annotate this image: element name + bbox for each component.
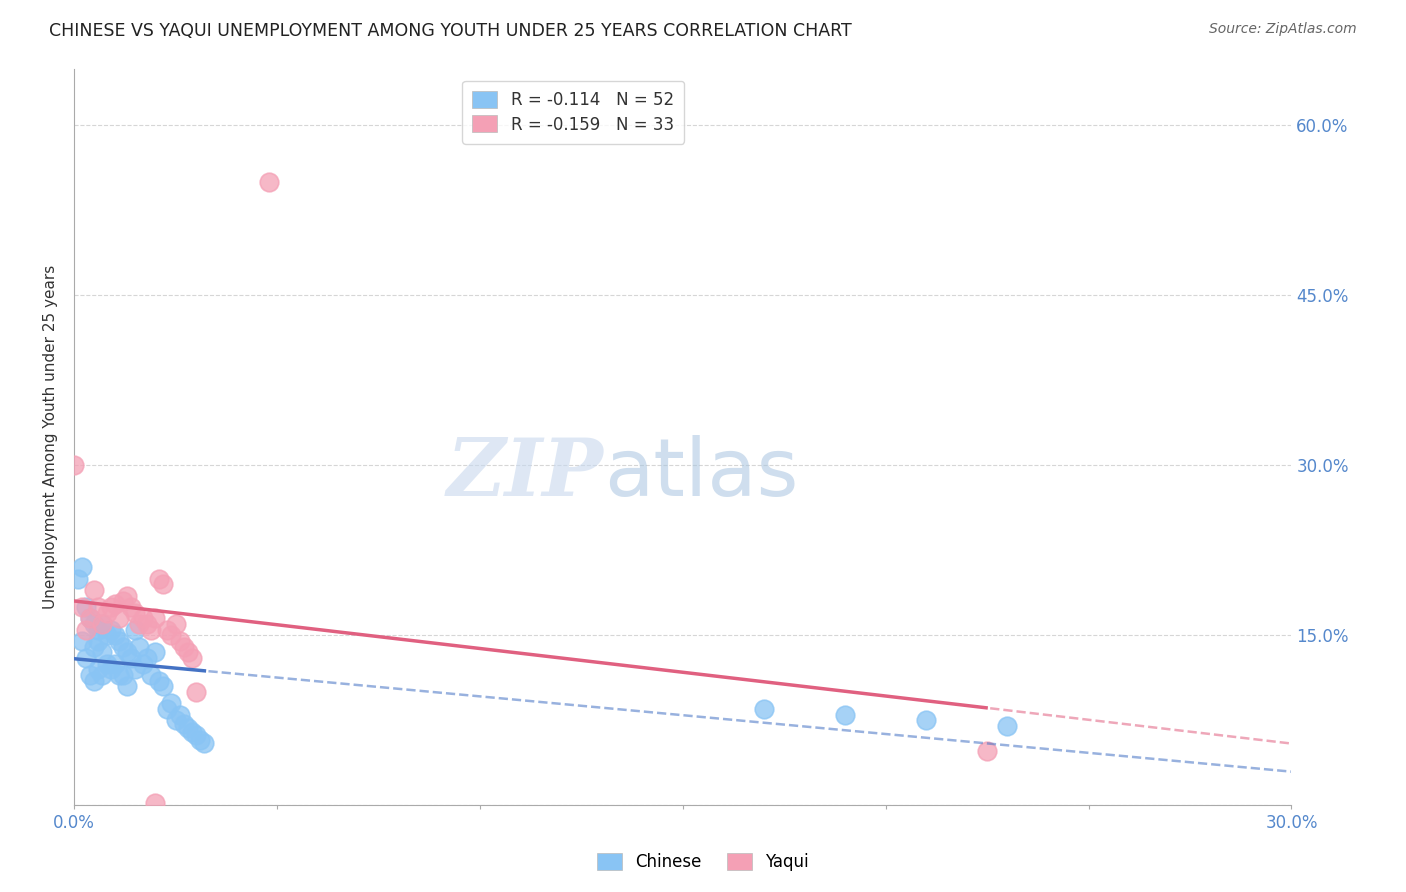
Point xyxy=(184,728,207,742)
Point xyxy=(70,560,93,574)
Point xyxy=(96,628,118,642)
Point xyxy=(100,662,122,676)
Point xyxy=(169,634,191,648)
Point xyxy=(96,657,118,671)
Point xyxy=(91,617,114,632)
Legend: Chinese, Yaqui: Chinese, Yaqui xyxy=(589,845,817,880)
Point xyxy=(120,599,142,614)
Point xyxy=(111,640,134,654)
Point xyxy=(83,617,105,632)
Point xyxy=(132,611,155,625)
Point xyxy=(156,623,179,637)
Point xyxy=(152,577,174,591)
Point xyxy=(156,702,179,716)
Point xyxy=(87,634,110,648)
Point xyxy=(128,617,150,632)
Point xyxy=(79,611,101,625)
Point xyxy=(173,640,195,654)
Point xyxy=(83,640,105,654)
Point xyxy=(915,714,938,728)
Point xyxy=(100,623,122,637)
Point xyxy=(180,724,202,739)
Point xyxy=(124,623,146,637)
Point xyxy=(136,651,159,665)
Point xyxy=(79,668,101,682)
Point xyxy=(141,668,163,682)
Point xyxy=(165,714,187,728)
Point xyxy=(997,719,1019,733)
Point xyxy=(115,589,138,603)
Point xyxy=(83,582,105,597)
Point xyxy=(75,623,97,637)
Point xyxy=(193,736,215,750)
Point xyxy=(67,572,90,586)
Point xyxy=(87,623,110,637)
Point xyxy=(100,599,122,614)
Point xyxy=(83,673,105,688)
Point xyxy=(104,657,127,671)
Point xyxy=(148,673,170,688)
Point xyxy=(165,617,187,632)
Point xyxy=(63,458,86,473)
Point xyxy=(75,599,97,614)
Point xyxy=(143,611,166,625)
Point xyxy=(111,668,134,682)
Point xyxy=(141,623,163,637)
Point xyxy=(173,716,195,731)
Point xyxy=(834,707,856,722)
Point xyxy=(160,628,183,642)
Point xyxy=(976,744,998,758)
Point xyxy=(177,721,200,735)
Text: ZIP: ZIP xyxy=(447,435,603,513)
Point xyxy=(752,702,775,716)
Point xyxy=(107,668,129,682)
Point xyxy=(104,628,127,642)
Point xyxy=(128,640,150,654)
Point xyxy=(188,732,211,747)
Point xyxy=(87,662,110,676)
Point xyxy=(107,611,129,625)
Point xyxy=(257,175,280,189)
Point xyxy=(107,634,129,648)
Point xyxy=(136,617,159,632)
Point xyxy=(184,685,207,699)
Point xyxy=(143,645,166,659)
Point xyxy=(148,572,170,586)
Point xyxy=(160,697,183,711)
Point xyxy=(104,597,127,611)
Point xyxy=(152,679,174,693)
Point xyxy=(132,657,155,671)
Point xyxy=(124,662,146,676)
Point xyxy=(169,707,191,722)
Point xyxy=(124,606,146,620)
Point xyxy=(111,594,134,608)
Legend: R = -0.114   N = 52, R = -0.159   N = 33: R = -0.114 N = 52, R = -0.159 N = 33 xyxy=(463,80,683,144)
Point xyxy=(91,617,114,632)
Point xyxy=(70,634,93,648)
Point xyxy=(79,611,101,625)
Point xyxy=(75,651,97,665)
Point xyxy=(91,668,114,682)
Y-axis label: Unemployment Among Youth under 25 years: Unemployment Among Youth under 25 years xyxy=(44,265,58,609)
Point xyxy=(115,679,138,693)
Point xyxy=(70,599,93,614)
Point xyxy=(87,599,110,614)
Point xyxy=(177,645,200,659)
Point xyxy=(180,651,202,665)
Text: CHINESE VS YAQUI UNEMPLOYMENT AMONG YOUTH UNDER 25 YEARS CORRELATION CHART: CHINESE VS YAQUI UNEMPLOYMENT AMONG YOUT… xyxy=(49,22,852,40)
Point xyxy=(115,645,138,659)
Point xyxy=(96,606,118,620)
Point xyxy=(143,796,166,810)
Text: Source: ZipAtlas.com: Source: ZipAtlas.com xyxy=(1209,22,1357,37)
Point xyxy=(91,645,114,659)
Point xyxy=(120,651,142,665)
Text: atlas: atlas xyxy=(603,434,799,513)
